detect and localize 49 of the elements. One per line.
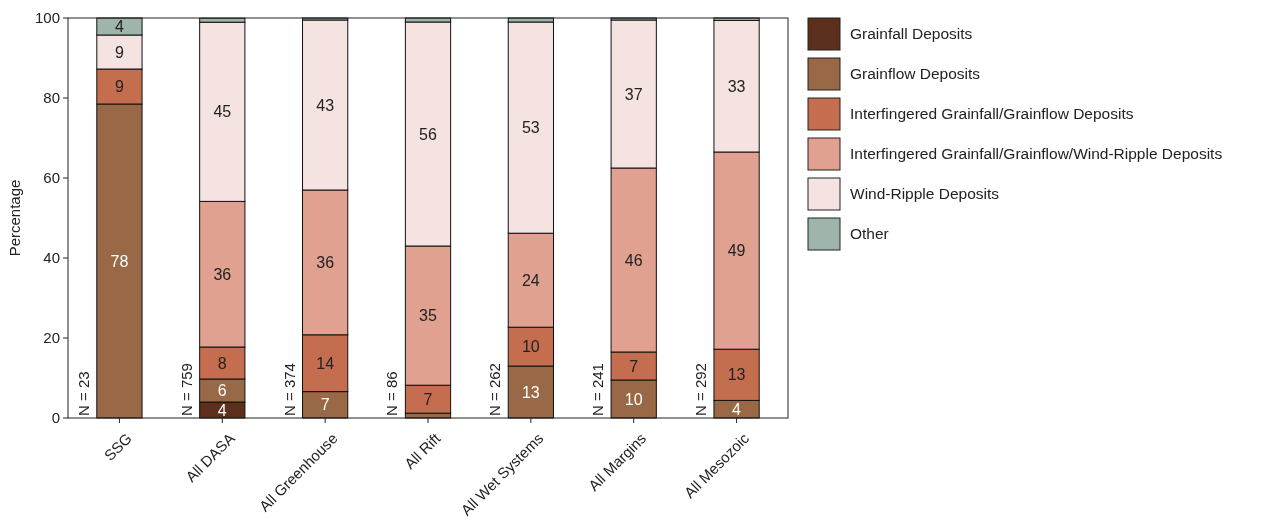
data-label: 46 (624, 251, 643, 269)
legend-label: Wind-Ripple Deposits (850, 185, 1000, 203)
data-label: 4 (732, 400, 742, 418)
y-tick-label: 40 (43, 249, 60, 267)
data-label: 14 (316, 354, 335, 372)
data-label: 37 (624, 85, 643, 103)
y-axis-title: Percentage (6, 179, 23, 257)
data-label: 4 (114, 18, 124, 36)
legend-label: Interfingered Grainfall/Grainflow/Wind-Ripple Deposits (850, 145, 1223, 163)
data-label: 9 (114, 43, 124, 61)
data-label: 53 (521, 119, 540, 137)
x-tick-label: All Rift (400, 428, 445, 473)
data-label: 36 (213, 265, 232, 283)
legend-label: Grainflow Deposits (850, 65, 981, 83)
data-label: 43 (316, 96, 335, 114)
data-label: 49 (727, 242, 746, 260)
data-label: 45 (213, 103, 232, 121)
data-label: 7 (423, 390, 433, 408)
data-label: 4 (217, 401, 227, 419)
data-label: 7 (629, 357, 639, 375)
data-label: 24 (521, 271, 540, 289)
annotation: N = 262 (486, 363, 504, 416)
data-label: 9 (114, 78, 124, 96)
legend-label: Other (850, 225, 889, 243)
data-label: 36 (316, 254, 335, 271)
data-label: 13 (727, 366, 746, 384)
data-label: 33 (727, 77, 746, 95)
data-label: 10 (521, 338, 540, 356)
annotation: N = 241 (589, 363, 607, 416)
annotation: N = 374 (280, 363, 298, 416)
legend-label: Interfingered Grainfall/Grainflow Deposits (850, 105, 1134, 123)
annotation: N = 759 (177, 363, 195, 416)
annotation: N = 23 (74, 371, 92, 416)
annotation: N = 86 (383, 371, 401, 416)
annotation: N = 292 (691, 363, 709, 416)
data-label: 7 (320, 396, 330, 414)
y-tick-label: 100 (34, 9, 60, 27)
y-tick-label: 80 (43, 89, 60, 107)
data-label: 56 (419, 125, 437, 143)
data-label: 10 (624, 390, 643, 408)
legend-label: Grainfall Deposits (850, 25, 973, 43)
y-tick-label: 60 (43, 169, 60, 187)
data-label: 35 (419, 307, 437, 325)
data-label: 6 (217, 382, 227, 400)
data-label: 78 (110, 252, 129, 270)
data-label: 13 (521, 383, 540, 401)
y-tick-label: 0 (51, 409, 60, 427)
y-tick-label: 20 (43, 329, 60, 347)
data-label: 8 (217, 354, 227, 372)
